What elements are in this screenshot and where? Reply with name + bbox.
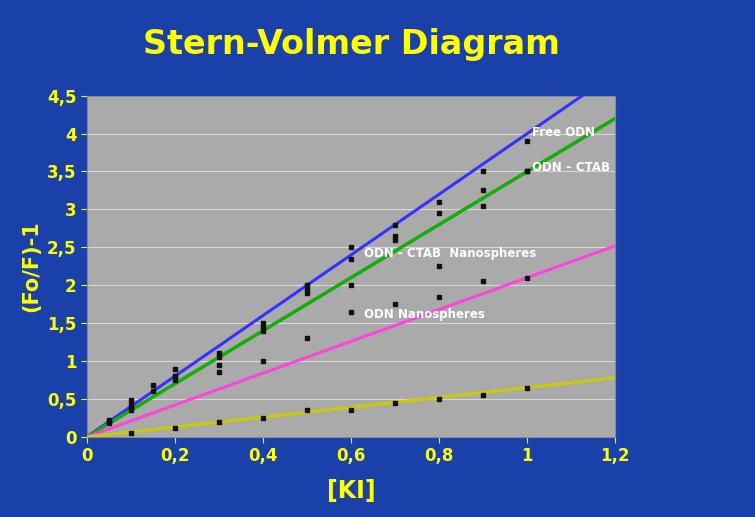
Text: Stern-Volmer Diagram: Stern-Volmer Diagram — [143, 28, 559, 62]
X-axis label: [KI]: [KI] — [327, 479, 375, 503]
Y-axis label: (Fo/F)-1: (Fo/F)-1 — [21, 220, 42, 312]
Text: ODN Nanospheres: ODN Nanospheres — [364, 308, 485, 321]
Text: ODN - CTAB  Nanospheres: ODN - CTAB Nanospheres — [364, 247, 537, 260]
Text: Free ODN: Free ODN — [532, 126, 595, 139]
Text: ODN – CTAB: ODN – CTAB — [532, 161, 609, 174]
